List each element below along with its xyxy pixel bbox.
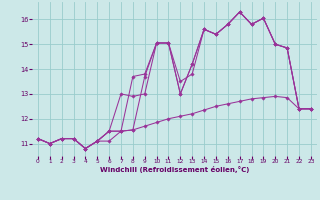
X-axis label: Windchill (Refroidissement éolien,°C): Windchill (Refroidissement éolien,°C) bbox=[100, 166, 249, 173]
